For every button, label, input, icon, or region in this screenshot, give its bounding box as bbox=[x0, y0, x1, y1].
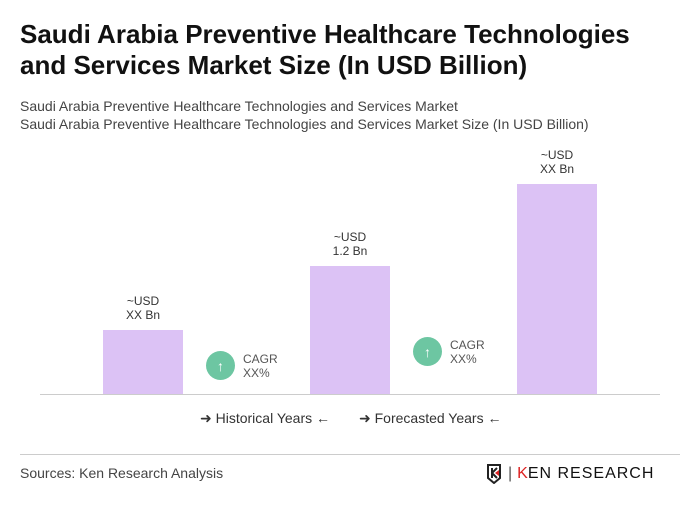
cagr-value: XX% bbox=[450, 351, 477, 366]
bar-data-label-line: ~USD bbox=[540, 148, 574, 162]
bar-data-label-line: XX Bn bbox=[125, 308, 161, 323]
sources-text: Sources: Ken Research Analysis bbox=[20, 465, 224, 481]
cagr-value: XX% bbox=[243, 365, 270, 380]
subtitle-1: Saudi Arabia Preventive Healthcare Techn… bbox=[20, 98, 458, 114]
legend-forecasted: ➜ Forecasted Years ← bbox=[359, 410, 501, 427]
bar-3 bbox=[517, 184, 597, 394]
legend-historical: ➜ Historical Years ← bbox=[200, 410, 330, 427]
logo-icon bbox=[487, 464, 501, 484]
bar-data-label: ~USD XX Bn bbox=[83, 294, 203, 322]
cagr-label: CAGR bbox=[243, 351, 278, 366]
arrow-right-icon: ➜ bbox=[359, 410, 371, 426]
ken-research-logo: | K EN RESEARCH bbox=[486, 464, 654, 484]
bar-data-label: ~USD XX Bn bbox=[497, 148, 617, 176]
bar-data-label: ~USD 1.2 Bn bbox=[290, 230, 410, 258]
arrow-right-icon: ➜ bbox=[200, 410, 212, 426]
cagr-2: ↑ CAGR XX% bbox=[413, 337, 485, 366]
bar-2 bbox=[310, 266, 390, 394]
arrow-left-icon: ← bbox=[487, 410, 502, 426]
bar-data-label-line: ~USD bbox=[126, 294, 160, 309]
chart-title: Saudi Arabia Preventive Healthcare Techn… bbox=[20, 19, 630, 80]
bar-data-label-line: ~USD bbox=[333, 230, 367, 245]
bar-data-label-line: XX Bn bbox=[539, 162, 575, 176]
arrow-left-icon: ← bbox=[316, 410, 331, 426]
cagr-label: CAGR bbox=[450, 337, 485, 352]
legend-label: Forecasted Years bbox=[374, 410, 484, 426]
legend-label: Historical Years bbox=[215, 410, 313, 426]
cagr-1: ↑ CAGR XX% bbox=[206, 351, 278, 380]
subtitle-2: Saudi Arabia Preventive Healthcare Techn… bbox=[20, 116, 589, 132]
arrow-up-icon: ↑ bbox=[206, 351, 235, 380]
bar-data-label-line: 1.2 Bn bbox=[332, 244, 368, 259]
footer-divider bbox=[20, 454, 680, 455]
arrow-up-icon: ↑ bbox=[413, 337, 442, 366]
x-axis bbox=[40, 394, 660, 395]
bar-1 bbox=[103, 330, 183, 394]
